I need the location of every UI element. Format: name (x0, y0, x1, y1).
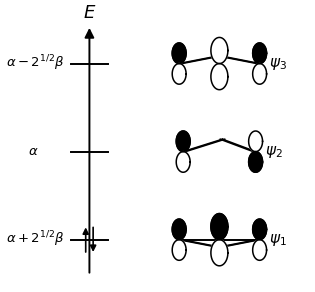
Polygon shape (253, 43, 266, 64)
Polygon shape (253, 64, 266, 84)
Text: $\alpha - 2^{1/2}\beta$: $\alpha - 2^{1/2}\beta$ (6, 54, 64, 73)
Text: $\alpha$: $\alpha$ (27, 145, 38, 158)
Polygon shape (176, 152, 190, 172)
Text: $\alpha + 2^{1/2}\beta$: $\alpha + 2^{1/2}\beta$ (6, 230, 64, 249)
Polygon shape (172, 219, 186, 240)
Polygon shape (172, 240, 186, 260)
Text: $\psi_1$: $\psi_1$ (269, 232, 287, 248)
Polygon shape (211, 213, 228, 240)
Polygon shape (172, 43, 186, 64)
Text: $\psi_2$: $\psi_2$ (265, 144, 283, 160)
Polygon shape (253, 240, 266, 260)
Polygon shape (249, 152, 263, 172)
Text: $\psi_3$: $\psi_3$ (269, 55, 287, 72)
Polygon shape (176, 131, 190, 152)
Polygon shape (211, 240, 228, 266)
Polygon shape (211, 37, 228, 64)
Polygon shape (249, 131, 263, 152)
Polygon shape (253, 219, 266, 240)
Polygon shape (172, 64, 186, 84)
Polygon shape (211, 64, 228, 90)
Text: $E$: $E$ (83, 4, 97, 22)
